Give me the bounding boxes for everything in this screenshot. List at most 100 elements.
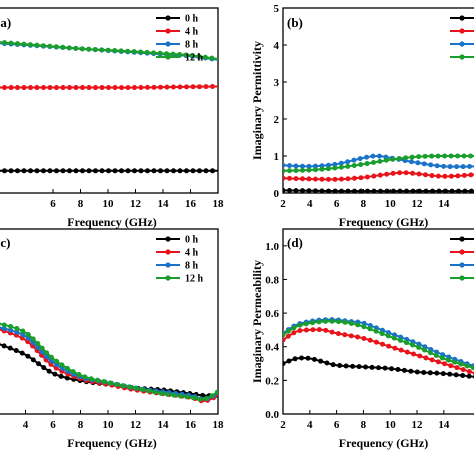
data-point <box>466 373 472 379</box>
data-point <box>30 336 36 342</box>
legend-label: 4 h <box>185 27 199 38</box>
data-point <box>292 356 298 362</box>
data-point <box>299 167 305 173</box>
panel-label: (c) <box>0 235 10 250</box>
y-tick-label: 4 <box>274 40 280 52</box>
data-point <box>283 162 286 168</box>
data-point <box>442 173 448 179</box>
data-point <box>371 188 377 193</box>
data-point <box>21 85 27 91</box>
legend-entry: 12 h <box>156 53 204 64</box>
data-point <box>377 172 383 178</box>
data-point <box>158 168 164 174</box>
data-point <box>293 168 299 174</box>
y-tick-label: 1 <box>274 151 280 163</box>
data-point <box>157 50 163 56</box>
data-point <box>396 156 402 162</box>
data-point <box>53 85 59 91</box>
data-point <box>355 334 361 340</box>
data-point <box>15 168 21 174</box>
data-point <box>324 360 330 366</box>
data-point <box>46 368 52 374</box>
data-point <box>467 163 473 169</box>
data-point <box>145 388 151 394</box>
data-point <box>92 47 98 53</box>
data-point <box>433 352 439 358</box>
data-point <box>306 167 312 173</box>
legend-marker <box>165 262 171 268</box>
data-point <box>86 168 92 174</box>
data-point <box>429 173 435 179</box>
data-point <box>214 389 218 395</box>
data-point <box>358 175 364 181</box>
data-point <box>93 168 99 174</box>
data-point <box>190 395 196 401</box>
data-point <box>355 322 361 328</box>
data-point <box>303 327 309 333</box>
legend-label: 8 h <box>185 40 199 51</box>
legend-marker <box>165 28 171 34</box>
data-point <box>299 355 305 361</box>
series-0h <box>0 168 218 174</box>
series-4h <box>0 84 218 91</box>
panel-label: (b) <box>287 15 303 30</box>
data-point <box>285 328 291 334</box>
data-point <box>138 49 144 55</box>
x-tick-label: 14 <box>158 198 170 210</box>
data-point <box>454 365 460 371</box>
y-tick-label: 0.6 <box>265 308 279 320</box>
data-point <box>367 337 373 343</box>
data-point <box>8 85 14 91</box>
data-point <box>79 46 85 52</box>
x-tick-label: 16 <box>185 198 197 210</box>
data-point <box>132 168 138 174</box>
data-point <box>285 333 291 339</box>
data-point <box>19 350 25 356</box>
data-point <box>385 333 391 339</box>
data-point <box>460 373 466 379</box>
data-point <box>373 339 379 345</box>
data-point <box>293 176 299 182</box>
data-point <box>164 168 170 174</box>
data-point <box>299 188 305 193</box>
data-point <box>345 163 351 169</box>
data-point <box>468 153 474 159</box>
y-axis-label: Imaginary Permeability <box>250 260 264 383</box>
data-point <box>345 188 351 193</box>
data-point <box>66 45 72 51</box>
data-point <box>99 168 105 174</box>
data-point <box>40 168 46 174</box>
data-point <box>322 318 328 324</box>
data-point <box>379 331 385 337</box>
y-tick-label: 0.2 <box>265 375 279 387</box>
data-point <box>1 322 7 328</box>
x-tick-label: 18 <box>213 198 225 210</box>
data-point <box>190 53 196 59</box>
data-point <box>416 188 422 193</box>
data-point <box>299 163 305 169</box>
data-point <box>64 365 70 371</box>
data-point <box>448 153 454 159</box>
data-point <box>356 364 362 370</box>
data-point <box>1 343 7 349</box>
data-point <box>416 154 422 160</box>
data-point <box>21 41 27 47</box>
y-tick-label: 0.4 <box>265 342 279 354</box>
data-point <box>435 359 441 365</box>
data-point <box>323 327 329 333</box>
data-point <box>203 168 209 174</box>
data-point <box>466 369 472 375</box>
data-point <box>397 188 403 193</box>
x-tick-label: 12 <box>130 419 142 431</box>
data-point <box>404 340 410 346</box>
data-point <box>286 168 292 174</box>
data-point <box>52 371 58 377</box>
data-point <box>458 361 464 367</box>
data-point <box>403 170 409 176</box>
legend-marker <box>165 54 171 60</box>
legend-marker <box>459 15 465 21</box>
x-tick-label: 10 <box>385 419 397 431</box>
data-point <box>47 43 53 49</box>
data-point <box>82 374 88 380</box>
data-point <box>373 328 379 334</box>
